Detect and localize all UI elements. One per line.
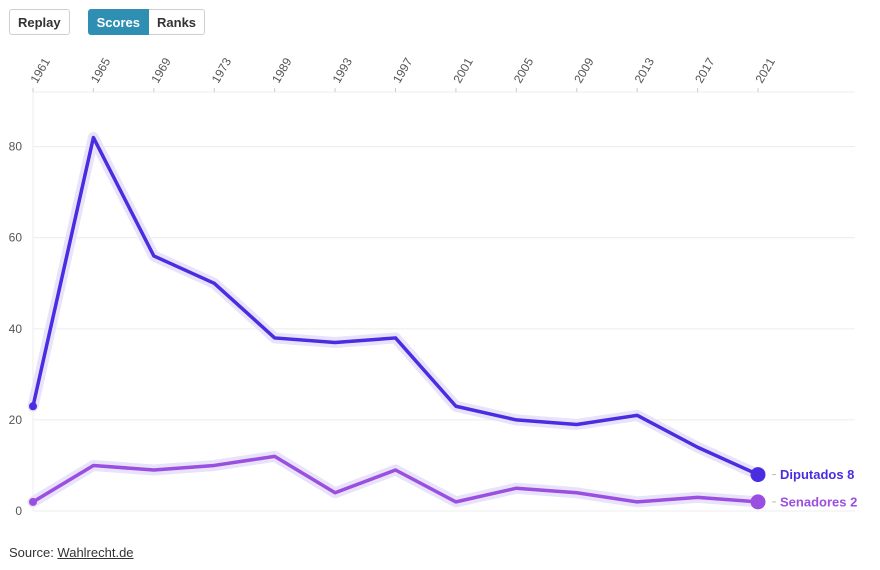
x-tick-label-1997: 1997 bbox=[390, 55, 416, 85]
source-link[interactable]: Wahlrecht.de bbox=[57, 545, 134, 560]
y-tick-label-0: 0 bbox=[15, 504, 22, 518]
series-line-diputados bbox=[31, 135, 760, 477]
y-tick-labels: 0 20 40 60 80 bbox=[9, 140, 23, 518]
x-tick-label-2013: 2013 bbox=[632, 55, 658, 85]
x-tick-label-2021: 2021 bbox=[752, 55, 778, 85]
series-end-label-diputados: Diputados 8 bbox=[780, 467, 854, 482]
y-tick-label-60: 60 bbox=[9, 231, 23, 245]
y-tick-label-20: 20 bbox=[9, 413, 23, 427]
series-start-point-senadores bbox=[29, 497, 37, 506]
y-tick-label-40: 40 bbox=[9, 322, 23, 336]
series-layer: Diputados 8 Senadores 2 bbox=[27, 132, 857, 510]
x-tick-label-2001: 2001 bbox=[450, 55, 476, 85]
y-tick-label-80: 80 bbox=[9, 140, 23, 154]
x-tick-label-1993: 1993 bbox=[330, 55, 356, 85]
line-chart: 1961 1965 1969 1973 1989 1993 1997 2001 2005 2009… bbox=[9, 55, 858, 518]
series-end-marker-senadores bbox=[750, 494, 766, 510]
x-tick-labels: 1961 1965 1969 1973 1989 1993 1997 2001 2005 2009… bbox=[27, 55, 778, 85]
series-line-senadores bbox=[31, 454, 760, 504]
series-start-point-diputados bbox=[29, 402, 37, 411]
x-tick-label-1965: 1965 bbox=[88, 55, 114, 85]
series-end-marker-diputados bbox=[750, 467, 766, 483]
x-tick-label-1961: 1961 bbox=[27, 55, 53, 85]
grid-layer bbox=[32, 88, 855, 512]
x-tick-label-2017: 2017 bbox=[692, 55, 718, 85]
scores-button[interactable]: Scores bbox=[87, 9, 150, 35]
x-tick-label-1973: 1973 bbox=[209, 55, 235, 85]
view-toggle: Scores Ranks bbox=[87, 9, 206, 35]
controls-bar: Replay Scores Ranks bbox=[9, 9, 206, 35]
ranks-button[interactable]: Ranks bbox=[149, 9, 206, 35]
source-prefix: Source: bbox=[9, 545, 58, 560]
source-note: Source: Wahlrecht.de bbox=[9, 545, 134, 560]
x-tick-label-1989: 1989 bbox=[269, 55, 295, 85]
series-halo-senadores bbox=[27, 450, 764, 508]
x-tick-label-1969: 1969 bbox=[148, 55, 174, 85]
x-tick-label-2005: 2005 bbox=[511, 55, 537, 85]
replay-button[interactable]: Replay bbox=[9, 9, 70, 35]
x-tick-label-2009: 2009 bbox=[571, 55, 597, 85]
series-end-label-senadores: Senadores 2 bbox=[780, 494, 857, 509]
series-halo-diputados bbox=[27, 132, 764, 481]
